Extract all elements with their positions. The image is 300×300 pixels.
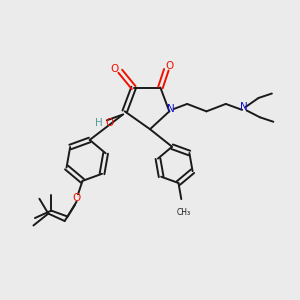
Text: H: H (95, 118, 103, 128)
Text: CH₃: CH₃ (177, 208, 191, 217)
Text: O: O (72, 193, 81, 203)
Text: N: N (240, 103, 248, 112)
Text: O: O (105, 118, 113, 128)
Text: O: O (110, 64, 118, 74)
Text: N: N (167, 104, 175, 114)
Text: O: O (165, 61, 173, 71)
